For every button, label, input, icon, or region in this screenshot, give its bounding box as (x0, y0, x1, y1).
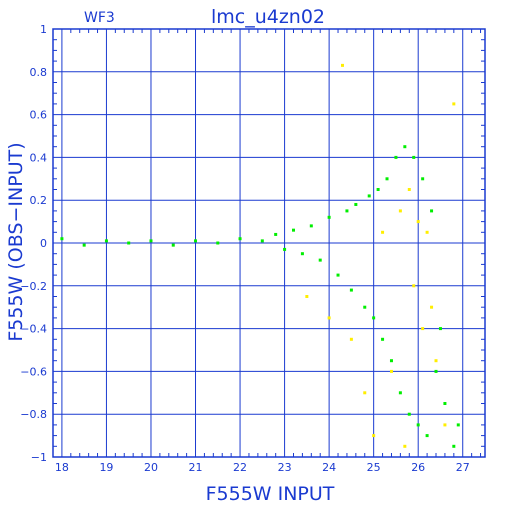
tick-labels: 18 19 20 21 22 23 24 25 26 27 −1 −0.8 −0.6 −0.4 −0.2 0 0… (20, 23, 469, 474)
data-point (438, 327, 442, 331)
data-point (336, 273, 340, 277)
data-point (349, 337, 353, 341)
data-point (327, 316, 331, 320)
data-point (318, 258, 322, 262)
data-point (452, 102, 456, 106)
data-point (82, 243, 86, 247)
data-point (309, 224, 313, 228)
data-point (389, 359, 393, 363)
data-point (407, 412, 411, 416)
data-point (104, 239, 108, 243)
x-tick-label: 20 (144, 461, 158, 474)
y-tick-label: 0 (40, 237, 47, 250)
data-point (452, 444, 456, 448)
x-tick-label: 24 (322, 461, 336, 474)
data-point (300, 252, 304, 256)
y-tick-label: 0.6 (30, 109, 48, 122)
x-tick-label: 26 (411, 461, 425, 474)
data-point (305, 295, 309, 298)
data-point (327, 215, 331, 219)
data-point (354, 202, 358, 206)
data-point (291, 228, 295, 232)
data-point (216, 241, 220, 245)
data-points (60, 63, 460, 448)
data-point (394, 155, 398, 159)
data-point (274, 232, 278, 236)
y-tick-label: −0.2 (20, 280, 47, 293)
data-point (260, 239, 264, 243)
data-point (345, 209, 349, 213)
data-point (372, 434, 376, 438)
y-axis-label: F555W (OBS−INPUT) (5, 142, 27, 341)
plot-frame (52, 28, 486, 458)
data-point (349, 288, 353, 292)
data-point (412, 155, 416, 159)
data-point (389, 369, 393, 373)
y-tick-label: −0.6 (20, 365, 47, 378)
data-point (416, 220, 420, 224)
data-point (421, 327, 425, 331)
x-tick-label: 22 (233, 461, 247, 474)
x-tick-label: 27 (456, 461, 470, 474)
y-tick-label: −1 (31, 451, 47, 464)
data-point (376, 188, 380, 191)
data-point (443, 402, 447, 405)
data-point (403, 145, 407, 149)
data-point (443, 423, 447, 427)
y-tick-label: 1 (40, 23, 47, 36)
data-point (425, 230, 429, 234)
data-point (434, 359, 438, 363)
data-point (171, 243, 175, 247)
chart-subtitle: WF3 (84, 10, 115, 26)
y-tick-label: 0.4 (30, 151, 48, 164)
data-point (425, 434, 429, 438)
x-tick-label: 25 (367, 461, 381, 474)
data-point (456, 423, 460, 427)
x-axis-label: F555W INPUT (206, 483, 335, 505)
data-point (381, 230, 385, 234)
data-point (363, 305, 367, 309)
x-tick-label: 18 (55, 461, 69, 474)
x-tick-label: 21 (189, 461, 203, 474)
y-tick-label: −0.4 (20, 323, 47, 336)
data-point (340, 63, 344, 67)
data-point (430, 209, 434, 213)
x-tick-label: 19 (99, 461, 113, 474)
data-point (238, 237, 242, 241)
y-tick-label: 0.8 (30, 66, 48, 79)
data-point (283, 247, 287, 251)
data-point (127, 241, 131, 245)
data-point (412, 284, 416, 288)
y-tick-label: 0.2 (30, 194, 48, 207)
grid (53, 28, 485, 458)
data-point (372, 316, 376, 320)
data-point (403, 444, 407, 448)
data-point (194, 239, 198, 243)
data-point (416, 423, 420, 427)
data-point (398, 391, 402, 395)
data-point (385, 177, 389, 181)
data-point (367, 194, 371, 198)
data-point (149, 239, 153, 243)
y-tick-label: −0.8 (20, 408, 47, 421)
data-point (407, 188, 411, 191)
data-point (434, 369, 438, 373)
x-tick-label: 23 (278, 461, 292, 474)
data-point (381, 337, 385, 341)
data-point (363, 391, 367, 395)
data-point (60, 237, 64, 241)
data-point (398, 209, 402, 213)
data-point (421, 177, 425, 181)
chart-title: lmc_u4zn02 (211, 6, 325, 28)
data-point (430, 305, 434, 309)
